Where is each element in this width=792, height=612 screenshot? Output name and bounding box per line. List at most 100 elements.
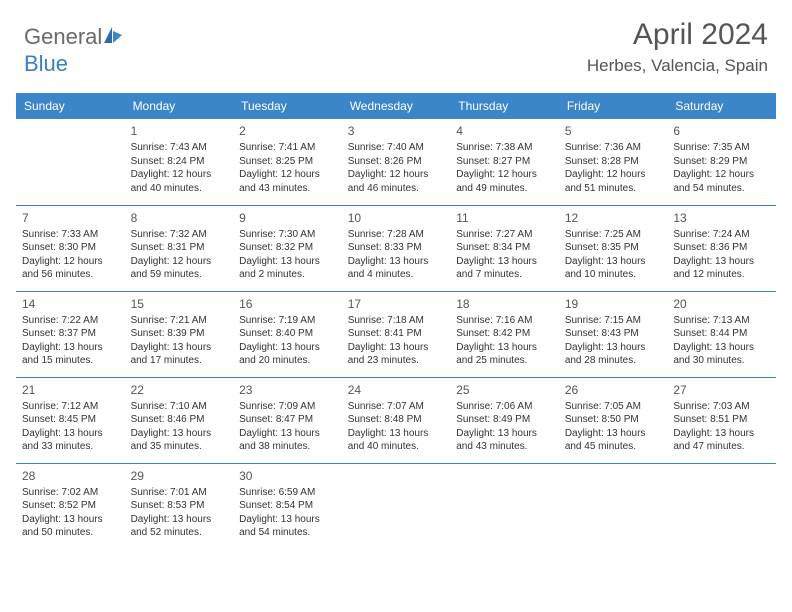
calendar-row: 21Sunrise: 7:12 AMSunset: 8:45 PMDayligh… [16,377,776,463]
sunrise-text: Sunrise: 7:07 AM [348,400,445,414]
calendar-cell: 4Sunrise: 7:38 AMSunset: 8:27 PMDaylight… [450,119,559,205]
sunrise-text: Sunrise: 7:01 AM [131,486,228,500]
day-number: 19 [565,296,662,312]
daylight-text: and 54 minutes. [239,526,336,540]
sunset-text: Sunset: 8:33 PM [348,241,445,255]
day-number: 12 [565,210,662,226]
day-number: 10 [348,210,445,226]
day-number: 2 [239,123,336,139]
sunrise-text: Sunrise: 7:10 AM [131,400,228,414]
daylight-text: Daylight: 13 hours [239,341,336,355]
calendar-cell: 6Sunrise: 7:35 AMSunset: 8:29 PMDaylight… [667,119,776,205]
calendar-cell: 19Sunrise: 7:15 AMSunset: 8:43 PMDayligh… [559,291,668,377]
daylight-text: Daylight: 13 hours [22,513,119,527]
page-title: April 2024 [587,18,768,52]
calendar-cell: 30Sunrise: 6:59 AMSunset: 8:54 PMDayligh… [233,463,342,549]
daylight-text: and 38 minutes. [239,440,336,454]
sunrise-text: Sunrise: 7:03 AM [673,400,770,414]
day-number: 8 [131,210,228,226]
calendar-cell [16,119,125,205]
day-number: 29 [131,468,228,484]
calendar-cell: 29Sunrise: 7:01 AMSunset: 8:53 PMDayligh… [125,463,234,549]
weekday-header: Friday [559,93,668,119]
sunset-text: Sunset: 8:27 PM [456,155,553,169]
calendar-cell: 2Sunrise: 7:41 AMSunset: 8:25 PMDaylight… [233,119,342,205]
daylight-text: Daylight: 13 hours [673,427,770,441]
calendar-row: 14Sunrise: 7:22 AMSunset: 8:37 PMDayligh… [16,291,776,377]
calendar-cell: 16Sunrise: 7:19 AMSunset: 8:40 PMDayligh… [233,291,342,377]
calendar-table: Sunday Monday Tuesday Wednesday Thursday… [16,93,776,549]
sunset-text: Sunset: 8:32 PM [239,241,336,255]
title-block: April 2024 Herbes, Valencia, Spain [587,18,768,76]
sunrise-text: Sunrise: 7:33 AM [22,228,119,242]
sunset-text: Sunset: 8:31 PM [131,241,228,255]
calendar-cell: 20Sunrise: 7:13 AMSunset: 8:44 PMDayligh… [667,291,776,377]
sunset-text: Sunset: 8:28 PM [565,155,662,169]
daylight-text: Daylight: 12 hours [565,168,662,182]
daylight-text: Daylight: 12 hours [131,168,228,182]
daylight-text: and 54 minutes. [673,182,770,196]
daylight-text: and 51 minutes. [565,182,662,196]
sunset-text: Sunset: 8:39 PM [131,327,228,341]
location-text: Herbes, Valencia, Spain [587,56,768,76]
daylight-text: Daylight: 13 hours [239,255,336,269]
day-number: 27 [673,382,770,398]
sunset-text: Sunset: 8:41 PM [348,327,445,341]
calendar-cell: 25Sunrise: 7:06 AMSunset: 8:49 PMDayligh… [450,377,559,463]
weekday-header: Saturday [667,93,776,119]
daylight-text: and 7 minutes. [456,268,553,282]
daylight-text: and 46 minutes. [348,182,445,196]
sunset-text: Sunset: 8:29 PM [673,155,770,169]
sunrise-text: Sunrise: 7:24 AM [673,228,770,242]
sunset-text: Sunset: 8:47 PM [239,413,336,427]
day-number: 18 [456,296,553,312]
daylight-text: and 25 minutes. [456,354,553,368]
day-number: 28 [22,468,119,484]
calendar-cell: 27Sunrise: 7:03 AMSunset: 8:51 PMDayligh… [667,377,776,463]
calendar-cell: 22Sunrise: 7:10 AMSunset: 8:46 PMDayligh… [125,377,234,463]
daylight-text: and 17 minutes. [131,354,228,368]
calendar-cell: 7Sunrise: 7:33 AMSunset: 8:30 PMDaylight… [16,205,125,291]
calendar-cell [450,463,559,549]
daylight-text: and 50 minutes. [22,526,119,540]
sunset-text: Sunset: 8:46 PM [131,413,228,427]
day-number: 1 [131,123,228,139]
sunrise-text: Sunrise: 7:43 AM [131,141,228,155]
day-number: 23 [239,382,336,398]
sunset-text: Sunset: 8:26 PM [348,155,445,169]
calendar-cell: 11Sunrise: 7:27 AMSunset: 8:34 PMDayligh… [450,205,559,291]
daylight-text: Daylight: 13 hours [348,341,445,355]
calendar-body: 1Sunrise: 7:43 AMSunset: 8:24 PMDaylight… [16,119,776,549]
calendar-header: Sunday Monday Tuesday Wednesday Thursday… [16,93,776,119]
calendar-cell: 1Sunrise: 7:43 AMSunset: 8:24 PMDaylight… [125,119,234,205]
calendar-cell: 21Sunrise: 7:12 AMSunset: 8:45 PMDayligh… [16,377,125,463]
day-number: 25 [456,382,553,398]
day-number: 20 [673,296,770,312]
sunset-text: Sunset: 8:35 PM [565,241,662,255]
day-number: 17 [348,296,445,312]
daylight-text: Daylight: 13 hours [456,427,553,441]
sunrise-text: Sunrise: 7:05 AM [565,400,662,414]
daylight-text: Daylight: 13 hours [565,255,662,269]
sunrise-text: Sunrise: 7:21 AM [131,314,228,328]
daylight-text: Daylight: 12 hours [673,168,770,182]
sunrise-text: Sunrise: 7:27 AM [456,228,553,242]
daylight-text: Daylight: 12 hours [348,168,445,182]
daylight-text: and 40 minutes. [348,440,445,454]
daylight-text: and 43 minutes. [456,440,553,454]
daylight-text: Daylight: 13 hours [22,427,119,441]
daylight-text: and 20 minutes. [239,354,336,368]
sunset-text: Sunset: 8:37 PM [22,327,119,341]
sunrise-text: Sunrise: 7:40 AM [348,141,445,155]
daylight-text: Daylight: 12 hours [131,255,228,269]
sail-icon [102,25,124,51]
sunset-text: Sunset: 8:50 PM [565,413,662,427]
sunrise-text: Sunrise: 7:12 AM [22,400,119,414]
sunrise-text: Sunrise: 6:59 AM [239,486,336,500]
calendar-cell: 28Sunrise: 7:02 AMSunset: 8:52 PMDayligh… [16,463,125,549]
calendar-cell: 13Sunrise: 7:24 AMSunset: 8:36 PMDayligh… [667,205,776,291]
sunrise-text: Sunrise: 7:16 AM [456,314,553,328]
sunrise-text: Sunrise: 7:13 AM [673,314,770,328]
day-number: 6 [673,123,770,139]
daylight-text: and 12 minutes. [673,268,770,282]
